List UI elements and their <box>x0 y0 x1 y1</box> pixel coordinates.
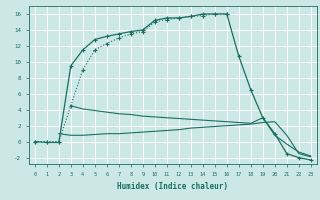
X-axis label: Humidex (Indice chaleur): Humidex (Indice chaleur) <box>117 182 228 191</box>
